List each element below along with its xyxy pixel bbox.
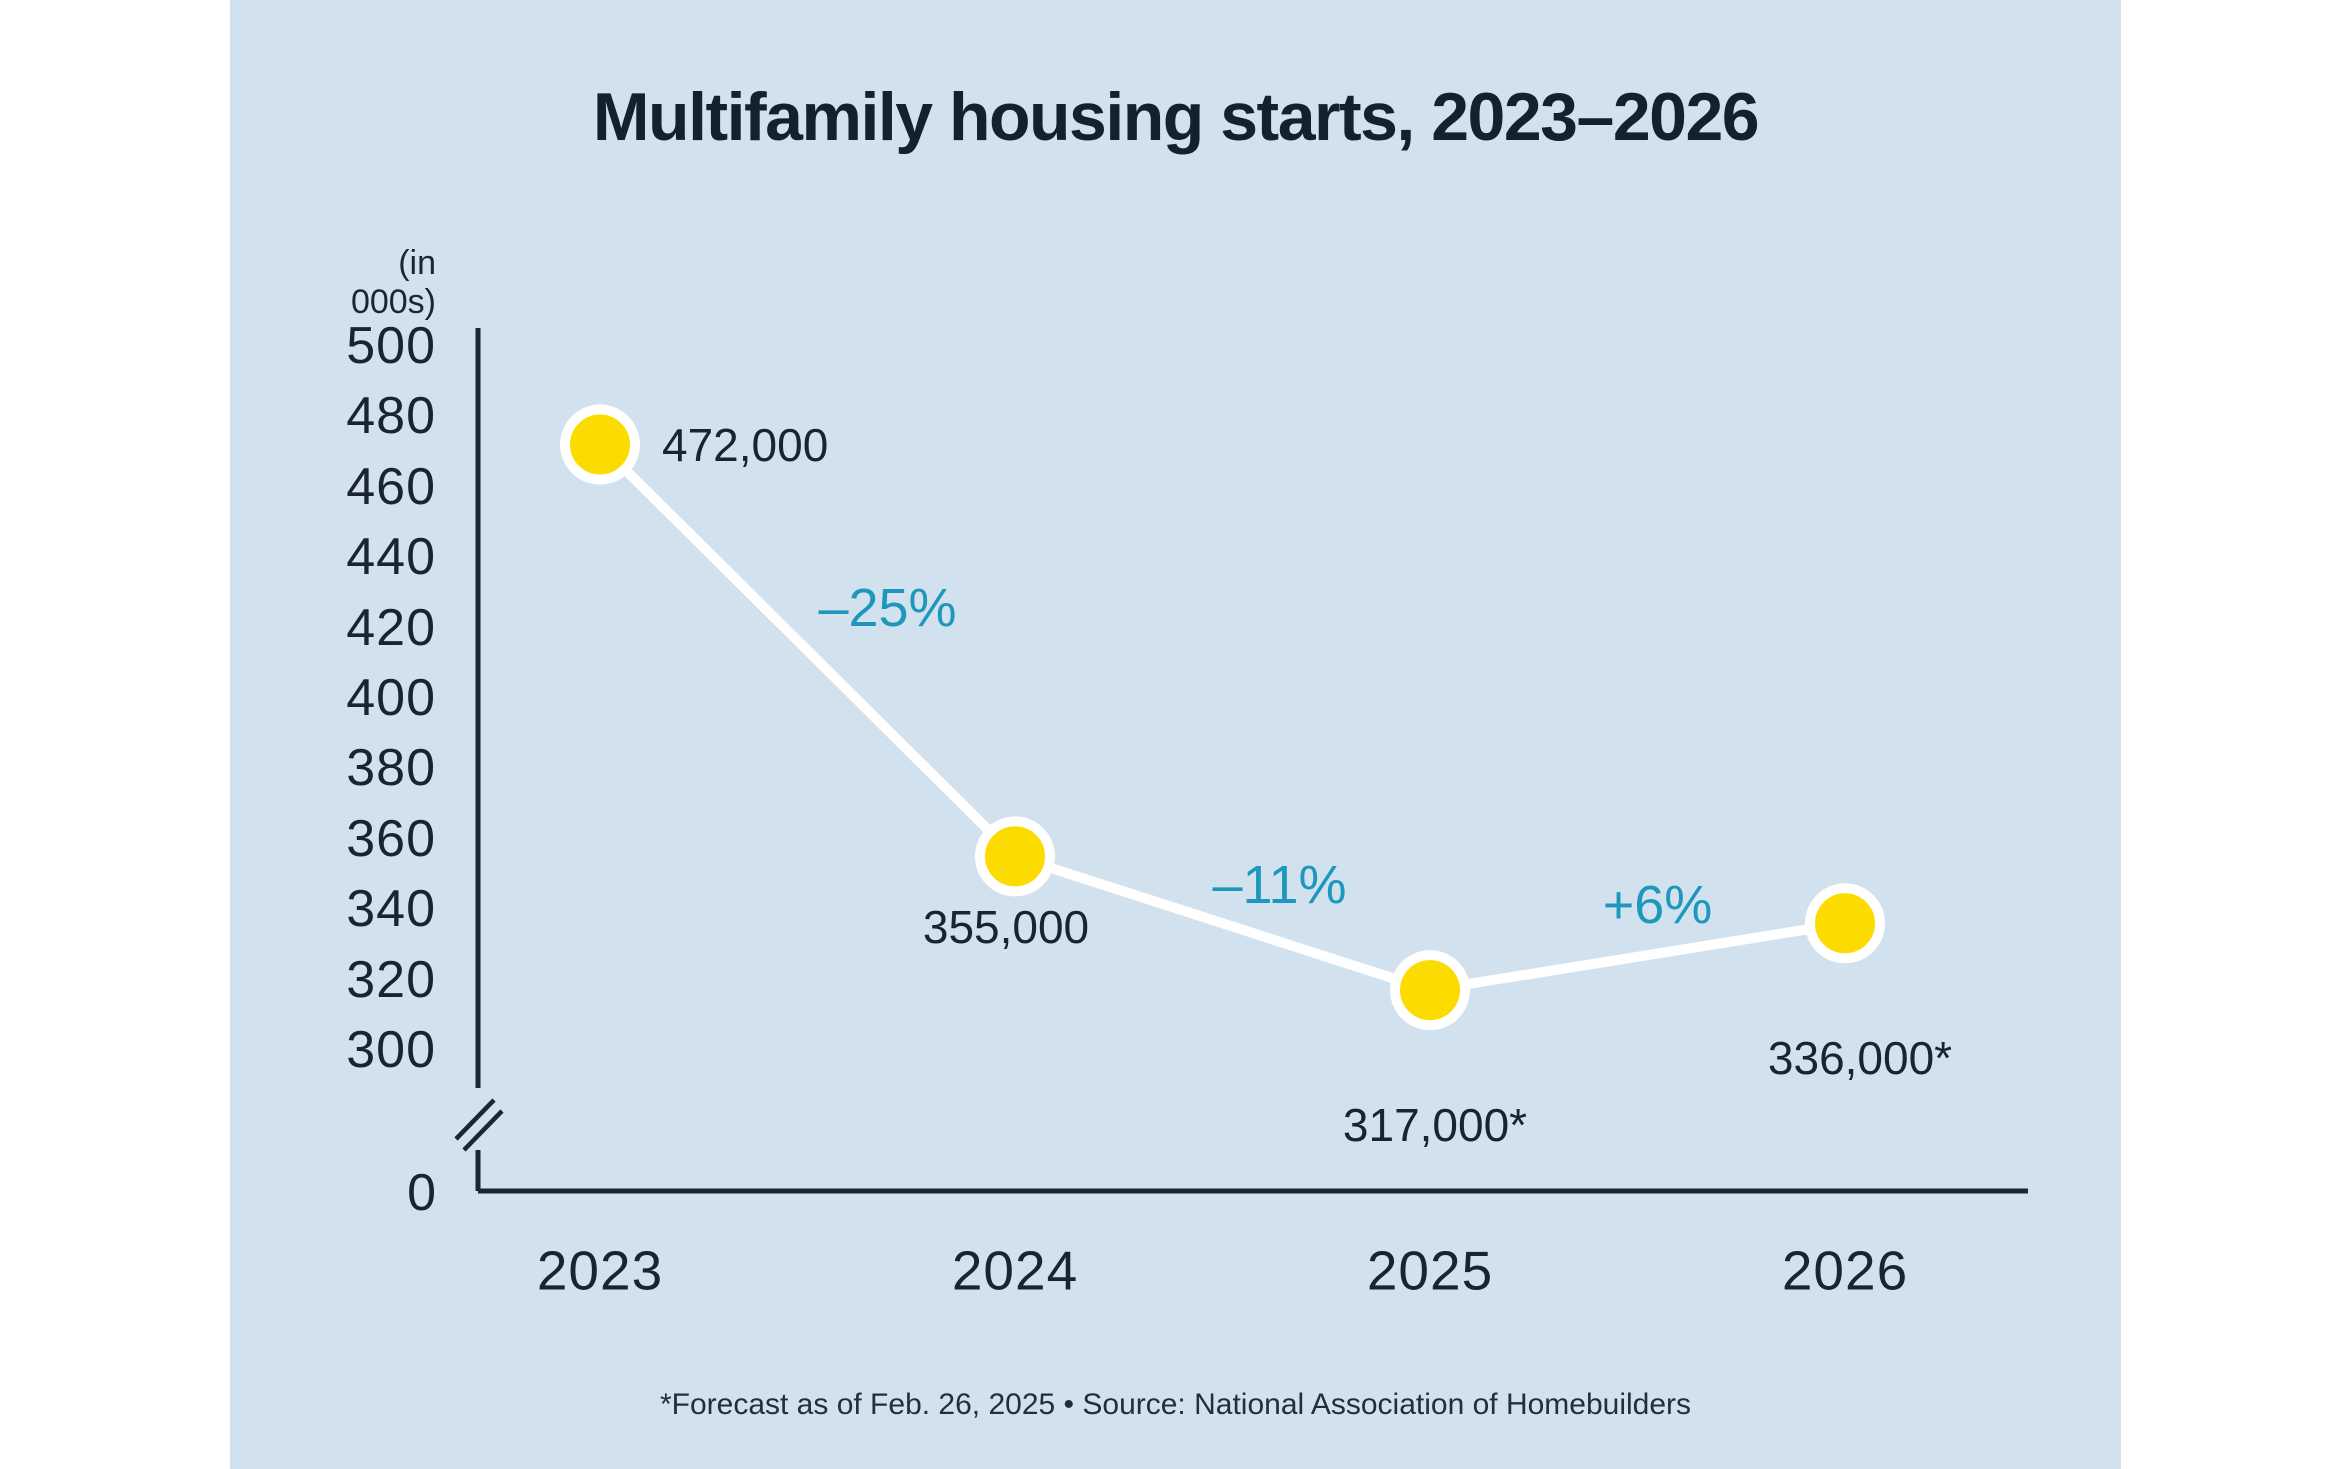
- footnote: *Forecast as of Feb. 26, 2025 • Source: …: [659, 1388, 1692, 1421]
- data-point-value-label: 472,000: [662, 418, 829, 471]
- data-point: [560, 404, 640, 485]
- x-axis-label: 2024: [951, 1239, 1079, 1302]
- y-axis-tick-label: 420: [346, 598, 436, 657]
- x-axis-label: 2026: [1781, 1239, 1909, 1302]
- chart-title: Multifamily housing starts, 2023–2026: [592, 79, 1760, 155]
- data-point-value-label: 355,000: [922, 901, 1090, 954]
- chart-panel: Multifamily housing starts, 2023–2026 (i…: [230, 0, 2121, 1469]
- data-point-value-label: 336,000*: [1767, 1032, 1953, 1085]
- series-line: [596, 441, 1846, 996]
- data-point: [1805, 883, 1885, 964]
- y-axis-tick-label: 500: [346, 317, 436, 375]
- y-axis-tick-label: 460: [346, 457, 436, 516]
- data-point: [975, 816, 1055, 897]
- y-axis-tick-label: 300: [346, 1021, 436, 1079]
- x-axis-label: 2023: [536, 1239, 664, 1302]
- x-axis-line: [475, 1150, 2028, 1194]
- axis-break-slash: [462, 1109, 504, 1152]
- percent-change-label: –11%: [1212, 855, 1347, 916]
- y-axis-tick-label: 340: [346, 880, 436, 939]
- y-axis-tick-label: 380: [346, 739, 436, 798]
- data-point: [1390, 950, 1470, 1031]
- y-axis-tick-label: 360: [346, 809, 436, 868]
- percent-change-label: +6%: [1602, 874, 1713, 935]
- axis-break-slash: [454, 1098, 496, 1141]
- y-axis-unit-label: (in 000s): [350, 244, 436, 321]
- y-axis-tick-label: 440: [346, 528, 436, 587]
- data-point-value-label: 317,000*: [1342, 1099, 1528, 1152]
- x-axis-label: 2025: [1366, 1239, 1494, 1302]
- y-axis-tick-label: 400: [346, 669, 436, 727]
- y-axis-tick-label: 320: [346, 950, 436, 1009]
- y-axis-origin-label: 0: [407, 1164, 436, 1222]
- percent-change-label: –25%: [818, 578, 957, 639]
- y-axis-tick-label: 480: [346, 387, 436, 446]
